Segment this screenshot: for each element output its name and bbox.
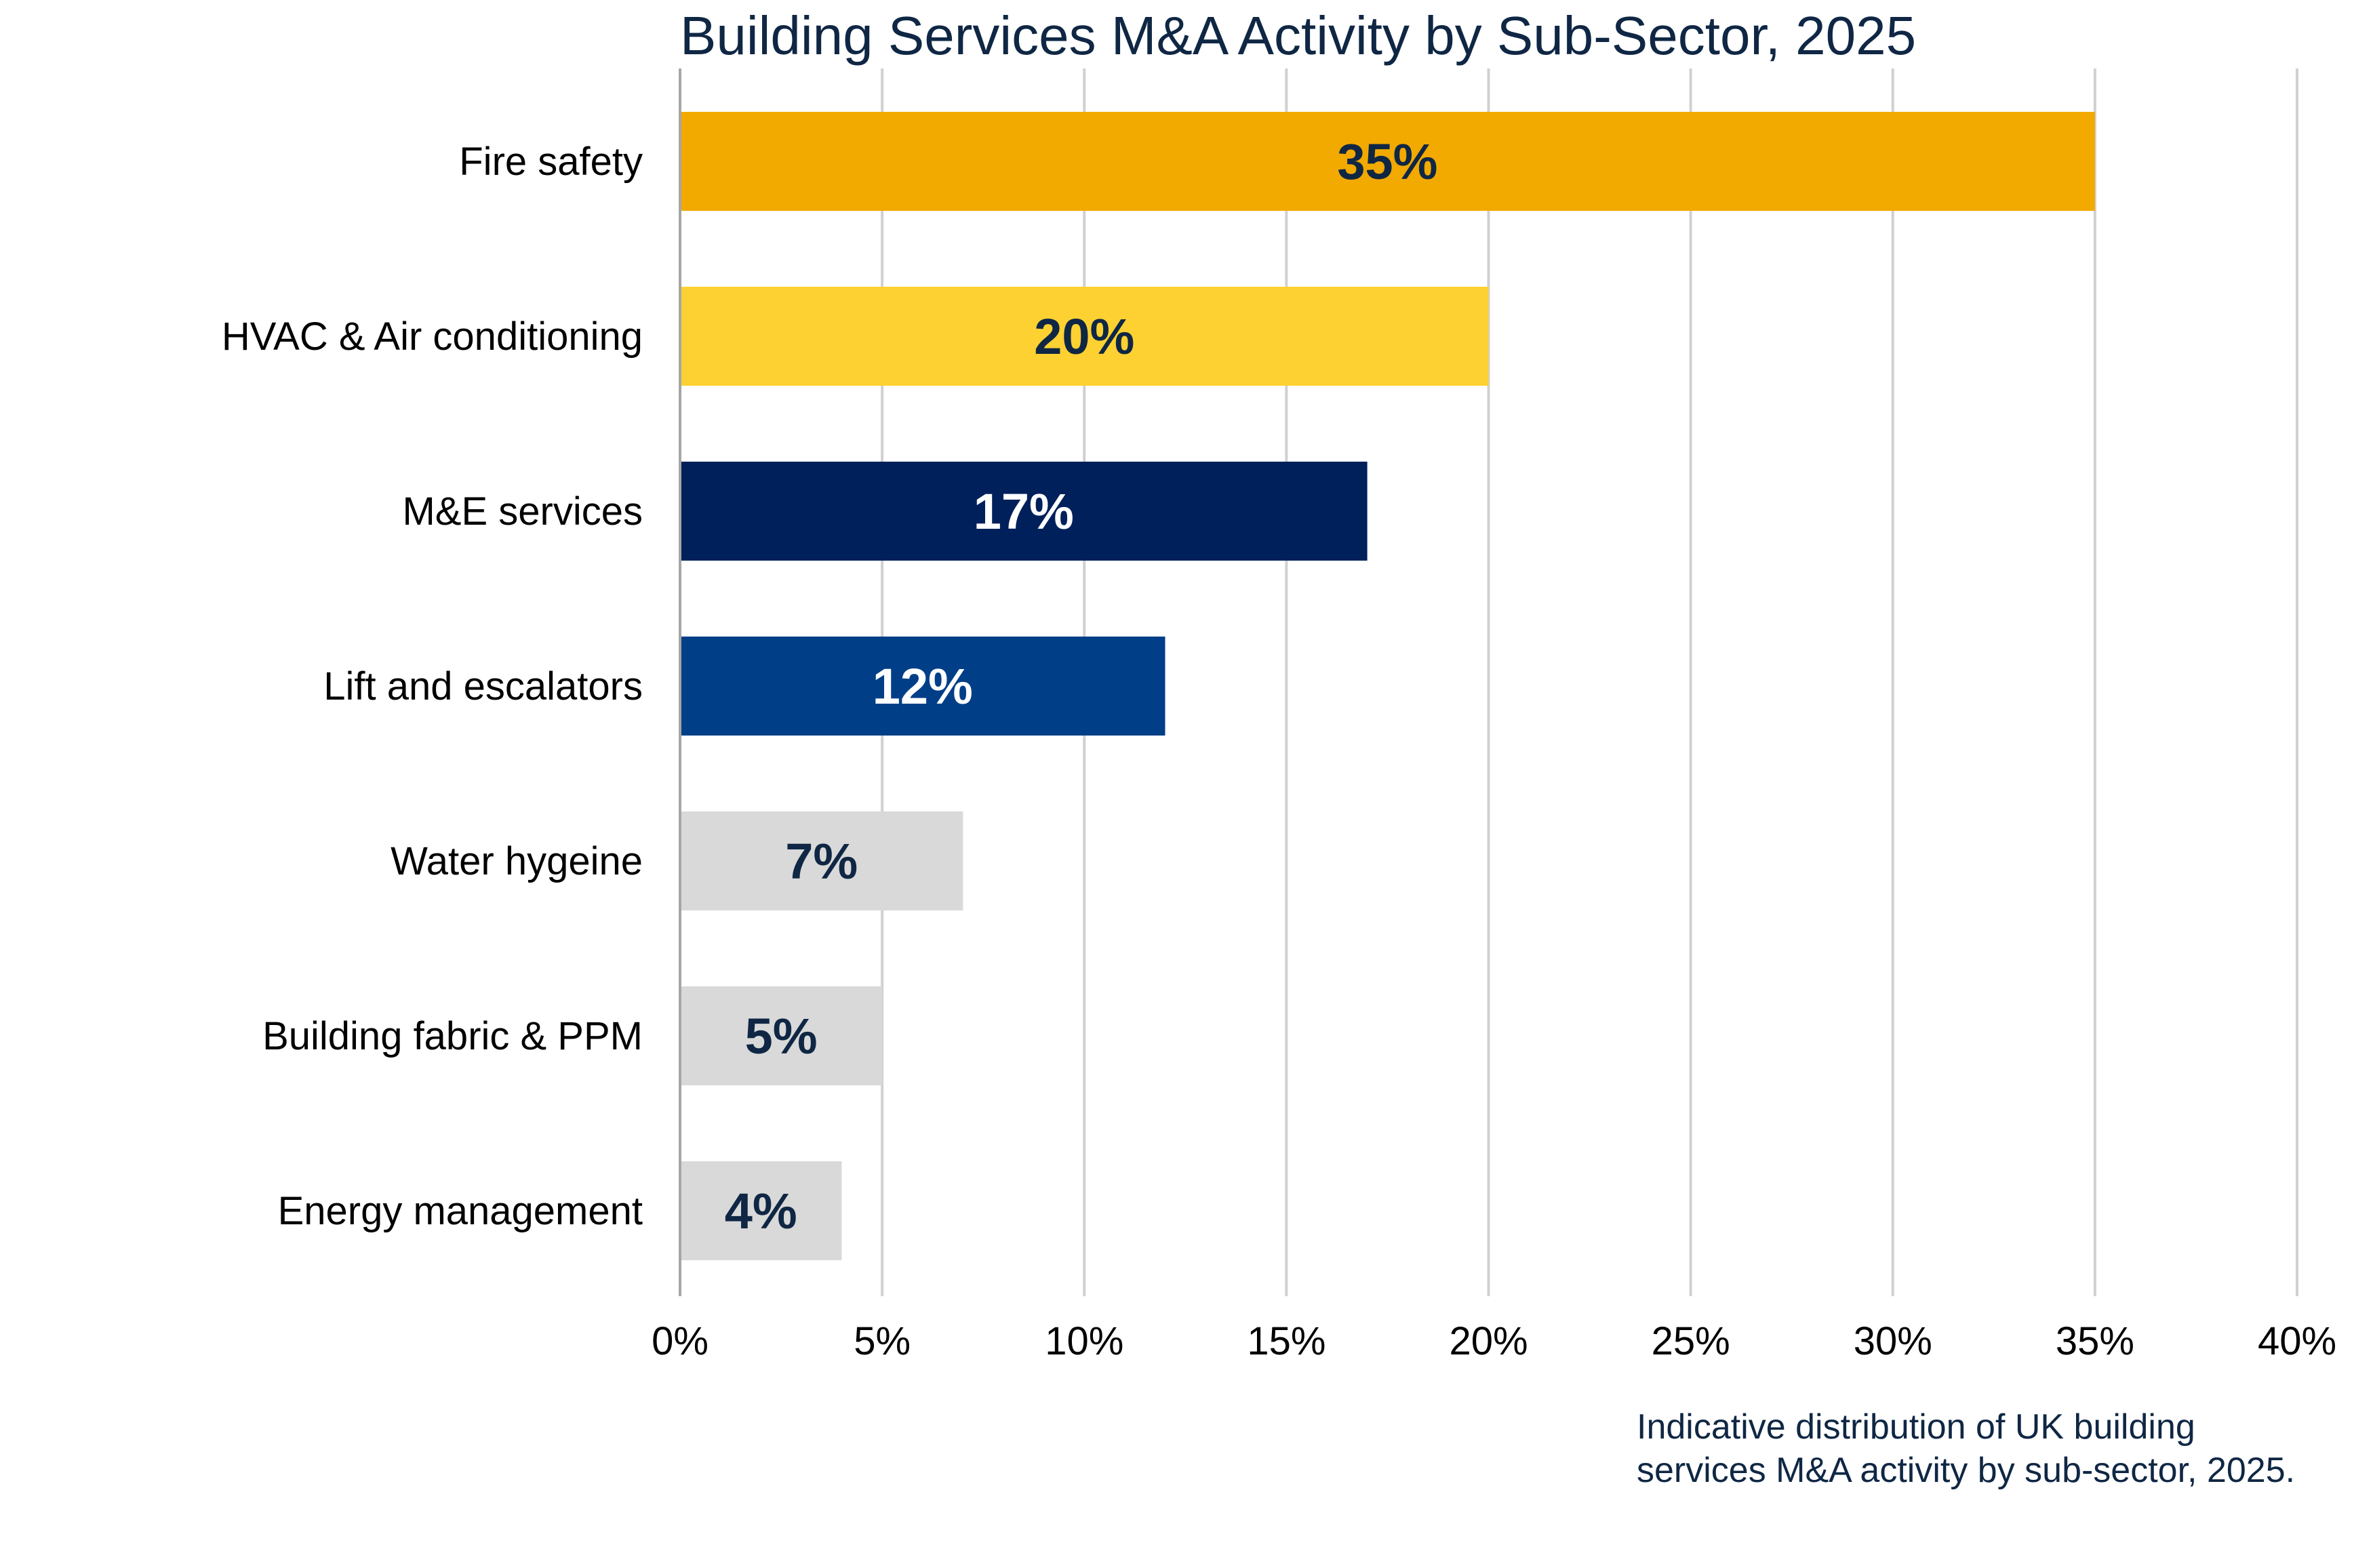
bar <box>681 462 1368 561</box>
x-tick-label: 5% <box>854 1319 911 1363</box>
caption-line-2: services M&A activity by sub-sector, 202… <box>1637 1451 2295 1490</box>
x-tick-label: 40% <box>2258 1319 2336 1363</box>
category-label: Lift and escalators <box>323 664 643 708</box>
category-label: Water hygeine <box>391 839 643 883</box>
x-tick-label: 30% <box>1854 1319 1932 1363</box>
gridlines <box>679 68 2298 1296</box>
data-label: 4% <box>725 1183 797 1239</box>
category-label: M&E services <box>402 489 643 534</box>
bar <box>681 112 2095 211</box>
x-tick-labels: 0% 5% 10% 15% 20% 25% 30% 35% 40% <box>652 1319 2336 1363</box>
x-tick-label: 10% <box>1045 1319 1123 1363</box>
chart-title: Building Services M&A Activity by Sub-Se… <box>680 5 1916 66</box>
bar <box>681 1161 842 1260</box>
data-label: 20% <box>1034 308 1134 365</box>
bars: Fire safety 35% HVAC & Air conditioning 20%… <box>222 112 2095 1260</box>
category-label: Building fabric & PPM <box>262 1014 643 1058</box>
data-label: 5% <box>745 1008 818 1064</box>
bar <box>681 811 963 910</box>
data-label: 7% <box>785 833 858 889</box>
x-tick-label: 35% <box>2056 1319 2134 1363</box>
bar <box>681 637 1165 736</box>
category-label: HVAC & Air conditioning <box>222 315 643 359</box>
bar <box>681 287 1489 386</box>
caption-line-1: Indicative distribution of UK building <box>1637 1407 2195 1447</box>
data-label: 35% <box>1337 134 1437 190</box>
category-label: Energy management <box>278 1189 643 1233</box>
x-tick-label: 0% <box>652 1319 709 1363</box>
bar <box>681 986 883 1085</box>
data-label: 17% <box>974 483 1074 540</box>
data-label: 12% <box>873 658 973 715</box>
x-tick-label: 20% <box>1449 1319 1528 1363</box>
category-label: Fire safety <box>459 140 643 184</box>
x-tick-label: 25% <box>1652 1319 1730 1363</box>
x-tick-label: 15% <box>1247 1319 1325 1363</box>
